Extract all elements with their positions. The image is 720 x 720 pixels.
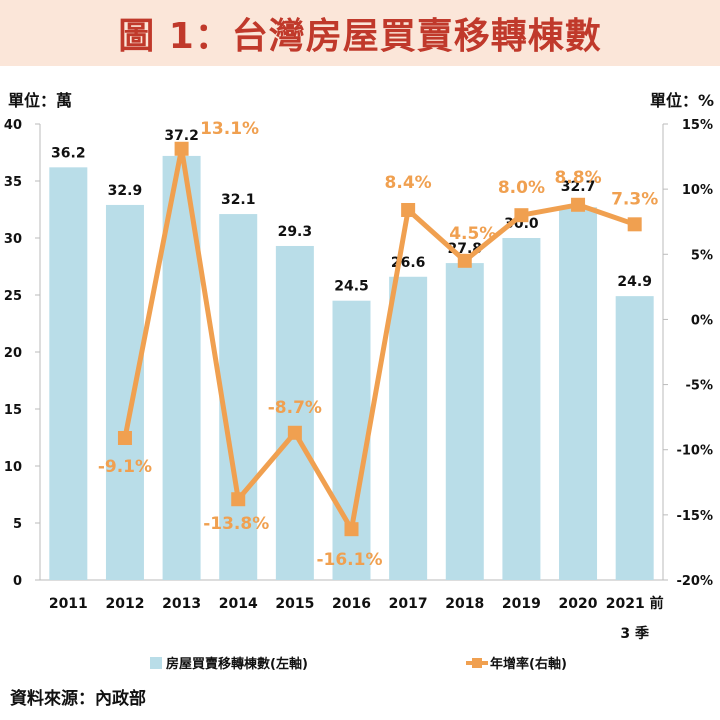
x-axis-tick-label: 2011 [49,596,88,612]
x-axis-tick-label: 2017 [389,596,428,612]
bar [49,167,88,580]
growth-rate-marker [174,141,189,156]
left-axis-unit: 單位：萬 [8,91,73,110]
bar-value-label: 24.5 [334,279,369,295]
left-axis-tick-label: 35 [4,175,22,190]
x-axis-tick-label: 2013 [162,596,201,612]
legend-line-label: 年增率(右軸) [490,656,567,672]
x-axis-tick-label: 2021 前 [606,595,664,612]
bar [615,296,654,580]
left-axis-tick-label: 25 [4,289,22,304]
bar-value-label: 24.9 [617,274,652,290]
growth-rate-marker [457,253,472,268]
bar-value-label: 29.3 [278,224,313,240]
growth-rate-marker [571,197,586,212]
growth-rate-marker [231,492,246,507]
bar [389,276,428,580]
x-axis-tick-label: 2012 [105,596,144,612]
left-axis-tick-label: 5 [13,517,22,532]
chart-title: 圖 1：台灣房屋買賣移轉棟數 [118,16,602,57]
bar [219,214,258,580]
x-axis-tick-label: 2016 [332,596,371,612]
left-axis-tick-label: 15 [4,403,22,418]
right-axis-tick-label: -5% [686,379,713,394]
bar-value-label: 36.2 [51,145,86,161]
legend-line-marker [472,658,482,668]
x-axis-tick-label: 3 季 [620,625,649,642]
right-axis-tick-label: -10% [676,444,713,459]
bar-value-label: 32.9 [108,183,143,199]
left-axis-tick-label: 20 [4,346,22,361]
bar [502,238,541,580]
right-axis-tick-label: -20% [676,574,713,589]
growth-rate-marker [401,202,416,217]
x-axis-tick-label: 2019 [502,596,541,612]
left-axis-tick-label: 40 [4,118,22,133]
bar-value-label: 32.7 [561,179,596,195]
x-axis-tick-label: 2018 [445,596,484,612]
left-axis-tick-label: 30 [4,232,22,247]
bar [275,245,314,581]
right-axis-tick-label: 0% [691,313,713,328]
left-axis-tick-label: 0 [13,574,22,589]
growth-rate-label: 8.8% [554,168,601,188]
growth-rate-label: -13.8% [203,514,269,534]
growth-rate-label: -16.1% [316,550,382,570]
right-axis-tick-label: 10% [682,183,713,198]
right-axis-tick-label: 5% [691,248,713,263]
right-axis-tick-label: -15% [676,509,713,524]
bar [445,263,484,580]
growth-rate-label: 7.3% [611,189,658,209]
growth-rate-marker [287,425,302,440]
growth-rate-line [122,146,636,532]
legend-bar-label: 房屋買賣移轉棟數(左軸) [166,656,308,672]
growth-rate-marker [627,217,642,232]
right-axis-tick-label: 15% [682,118,713,133]
left-axis-tick-label: 10 [4,460,22,475]
legend-bar-swatch [150,657,162,669]
growth-rate-label: 8.4% [385,173,432,193]
x-axis-tick-label: 2020 [559,596,598,612]
source-note: 資料來源：內政部 [10,689,146,709]
growth-rate-marker [514,208,529,223]
growth-rate-label: 8.0% [498,178,545,198]
title-band: 圖 1：台灣房屋買賣移轉棟數 [0,0,720,66]
x-axis-tick-label: 2014 [219,596,258,612]
growth-rate-label: 4.5% [449,224,496,244]
right-axis-unit: 單位：% [649,91,714,110]
x-axis-tick-label: 2015 [275,596,314,612]
growth-rate-marker [117,430,132,445]
growth-rate-marker [344,522,359,537]
bar [105,204,144,580]
growth-rate-label: -8.7% [268,398,322,418]
bar-value-label: 32.1 [221,192,256,208]
growth-rate-label: -9.1% [98,457,152,477]
bar-value-label: 37.2 [164,128,199,144]
growth-rate-label: 13.1% [200,119,259,139]
bar [559,207,598,580]
